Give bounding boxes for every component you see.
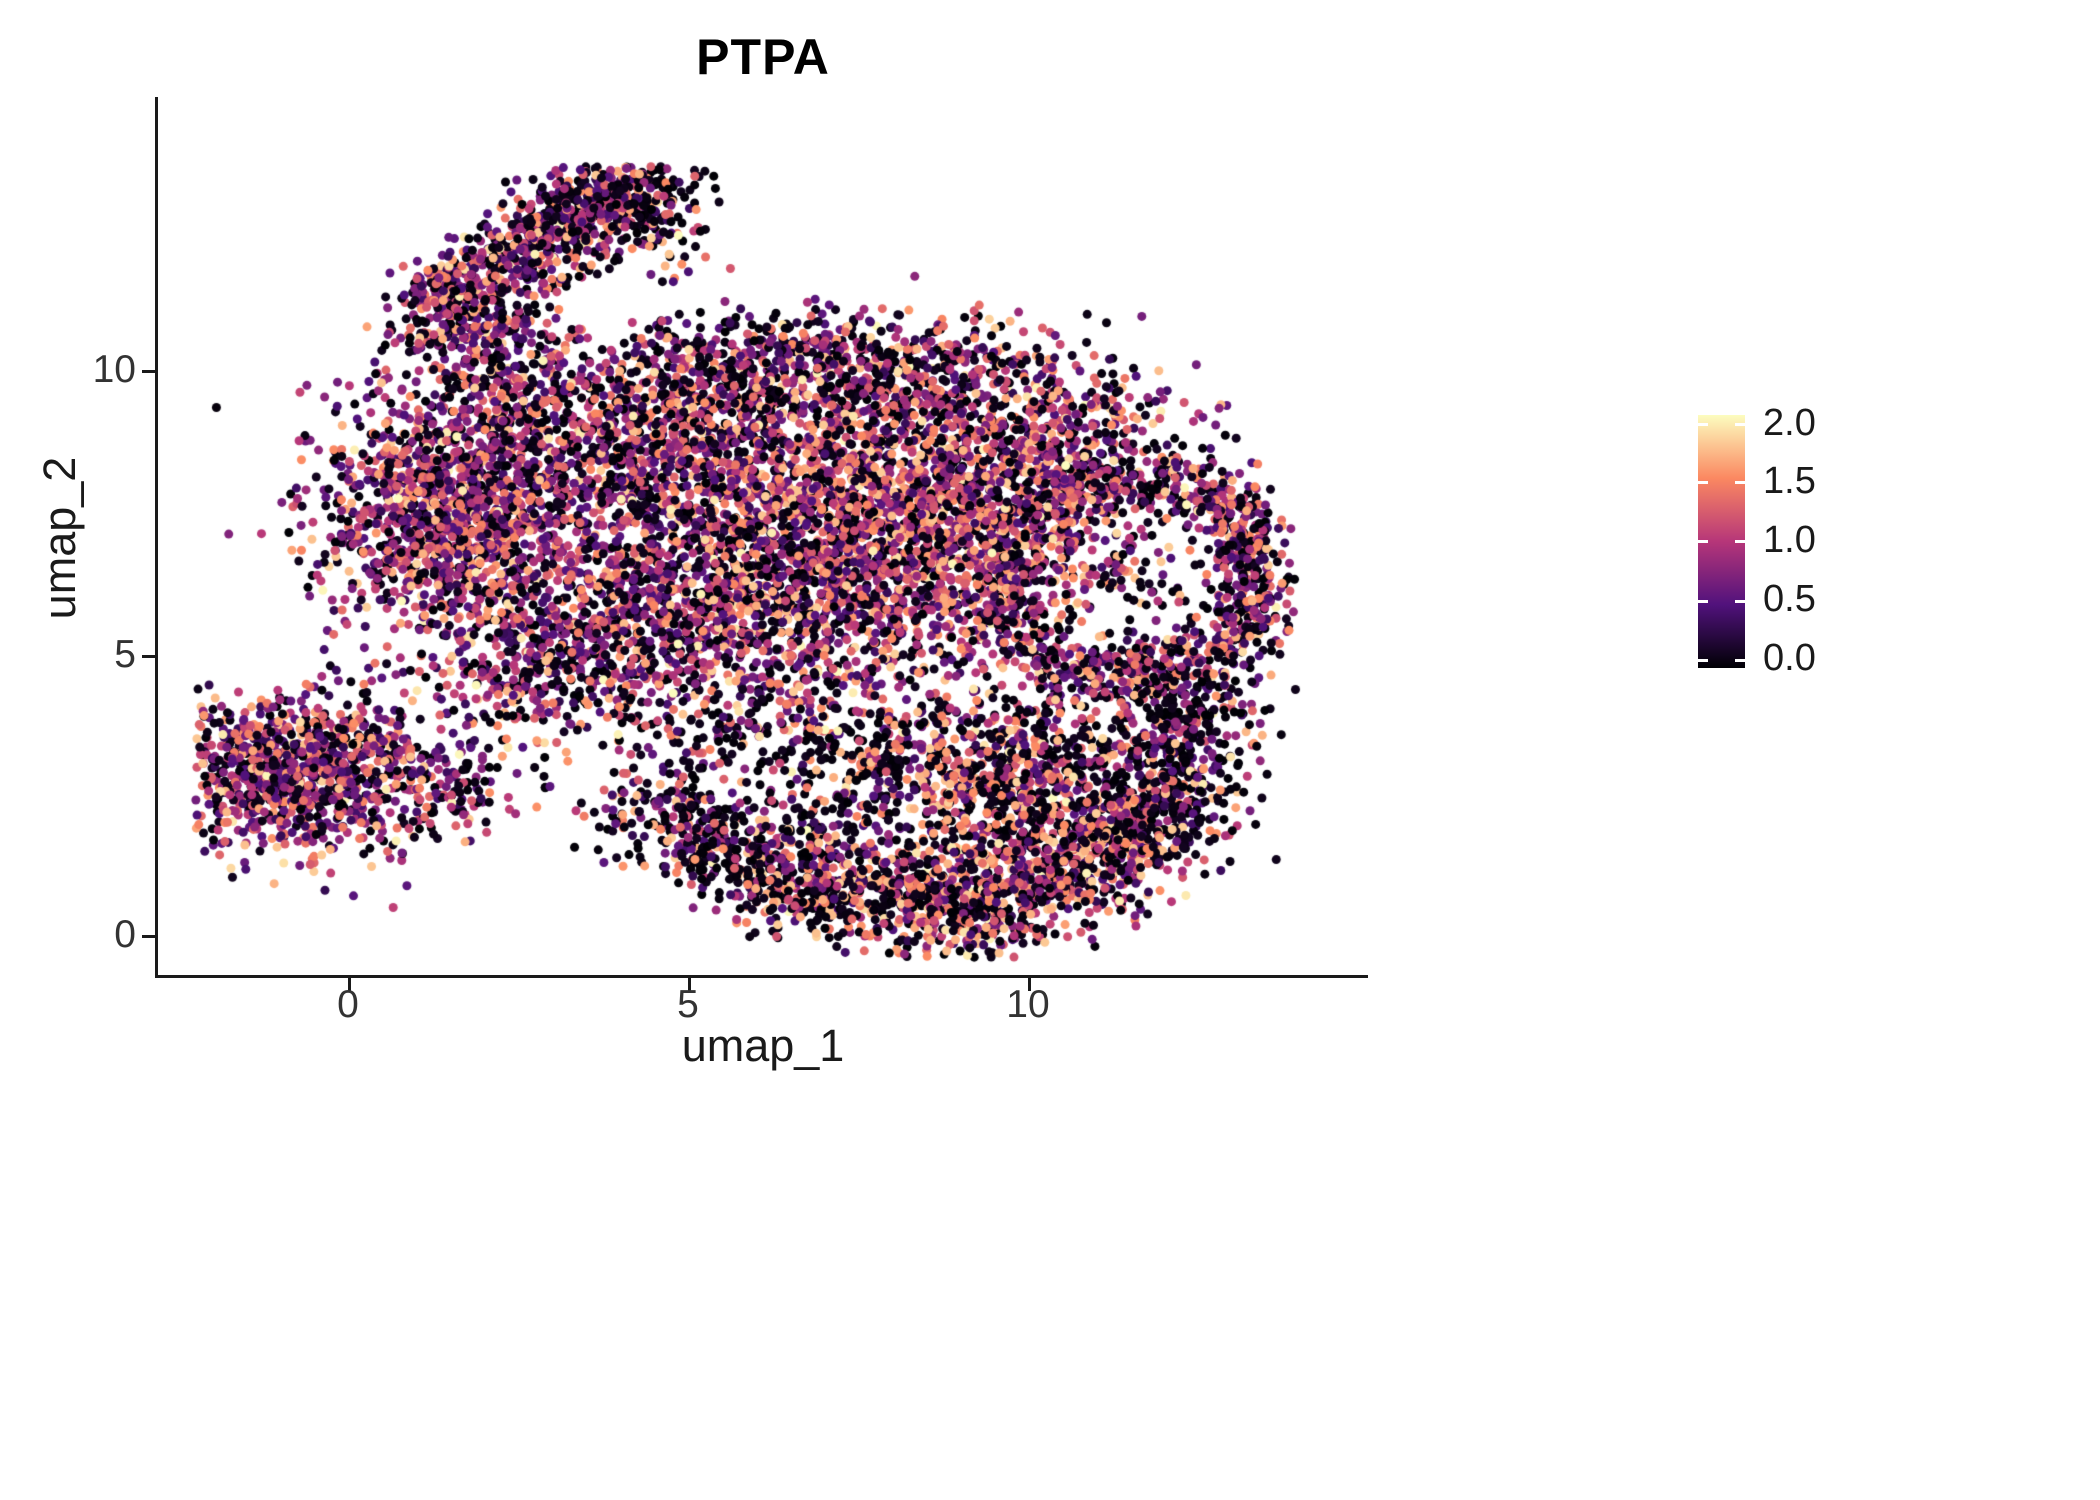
colorbar-tick bbox=[1698, 422, 1708, 426]
colorbar-tick bbox=[1735, 540, 1745, 544]
y-tick-mark bbox=[142, 935, 155, 938]
y-tick-label: 0 bbox=[114, 913, 136, 956]
x-tick-mark bbox=[1028, 978, 1031, 991]
y-tick-label: 10 bbox=[92, 348, 136, 391]
colorbar-tick bbox=[1698, 599, 1708, 603]
x-tick-label: 0 bbox=[337, 983, 359, 1026]
colorbar bbox=[1698, 415, 1745, 668]
colorbar-tick-label: 0.0 bbox=[1763, 637, 1816, 679]
colorbar-tick bbox=[1735, 422, 1745, 426]
x-tick-mark bbox=[348, 978, 351, 991]
x-tick-mark bbox=[688, 978, 691, 991]
colorbar-tick-label: 1.5 bbox=[1763, 460, 1816, 502]
y-axis-label: umap_2 bbox=[34, 456, 85, 620]
colorbar-tick bbox=[1735, 480, 1745, 484]
colorbar-tick-label: 0.5 bbox=[1763, 578, 1816, 620]
y-tick-mark bbox=[142, 655, 155, 658]
y-tick-mark bbox=[142, 370, 155, 373]
plot-title: PTPA bbox=[696, 29, 830, 85]
colorbar-tick bbox=[1735, 659, 1745, 663]
colorbar-tick bbox=[1735, 599, 1745, 603]
colorbar-tick bbox=[1698, 659, 1708, 663]
x-axis-line bbox=[155, 975, 1368, 978]
colorbar-tick-label: 2.0 bbox=[1763, 402, 1816, 444]
x-tick-label: 10 bbox=[1006, 983, 1050, 1026]
colorbar-tick bbox=[1698, 540, 1708, 544]
y-tick-label: 5 bbox=[114, 633, 136, 676]
x-axis-label: umap_1 bbox=[681, 1020, 845, 1071]
colorbar-tick bbox=[1698, 480, 1708, 484]
colorbar-tick-label: 1.0 bbox=[1763, 519, 1816, 561]
x-tick-label: 5 bbox=[677, 983, 699, 1026]
y-axis-line bbox=[155, 97, 158, 978]
